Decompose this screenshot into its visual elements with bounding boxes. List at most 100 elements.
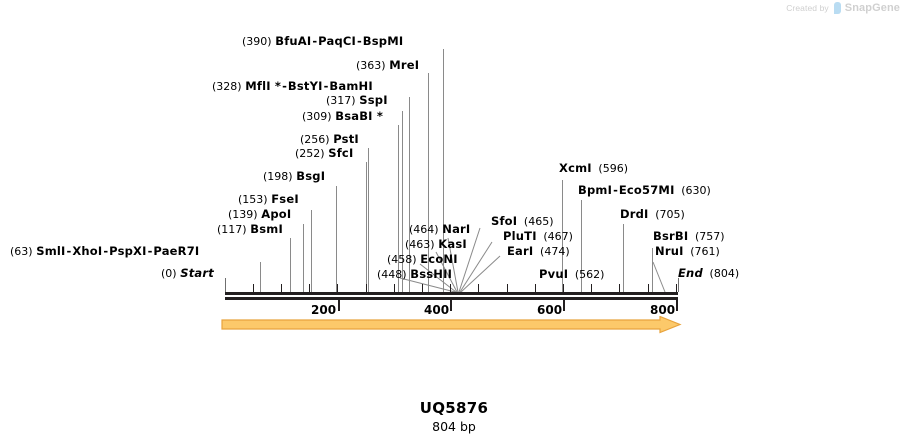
ruler-major-tick-400: [450, 300, 452, 311]
site-label-328[interactable]: (328) MflI *-BstYI-BamHI: [212, 80, 373, 93]
start-text: Start: [180, 266, 214, 280]
ruler-minor-tick: [253, 284, 254, 292]
enzyme-name-nrui: NruI: [655, 244, 684, 258]
ruler-minor-tick: [591, 284, 592, 292]
site-label-309[interactable]: (309) BsaBI *: [302, 110, 383, 123]
site-label-363[interactable]: (363) MreI: [356, 59, 419, 72]
enzyme-name-sfci: SfcI: [328, 146, 354, 160]
enzyme-name-sfoi: SfoI: [491, 214, 518, 228]
site-label-198[interactable]: (198) BsgI: [263, 170, 325, 183]
enzyme-name-bpmi: BpmI: [578, 183, 613, 197]
site-position-458: (458): [387, 253, 417, 266]
site-label-153[interactable]: (153) FseI: [238, 193, 299, 206]
site-label-630[interactable]: BpmI-Eco57MI (630): [578, 184, 711, 197]
leader-line-site-705: [623, 224, 624, 292]
site-label-63[interactable]: (63) SmlI-XhoI-PspXI-PaeR7I: [10, 245, 199, 258]
leader-line-site-198: [336, 186, 337, 292]
site-position-467: (467): [543, 230, 573, 243]
start-label[interactable]: (0) Start: [161, 267, 214, 280]
leader-line-site-252: [366, 162, 367, 292]
site-label-705[interactable]: DrdI (705): [620, 208, 685, 221]
leader-line-site-596: [562, 180, 563, 292]
site-position-198: (198): [263, 170, 293, 183]
end-label[interactable]: End (804): [678, 267, 739, 280]
end-position: (804): [709, 267, 740, 280]
ruler-major-tick-600: [563, 300, 565, 311]
enzyme-name-pluti: PluTI: [503, 229, 537, 243]
site-label-117[interactable]: (117) BsmI: [217, 223, 283, 236]
site-label-562[interactable]: PvuI (562): [539, 268, 604, 281]
site-label-474[interactable]: EarI (474): [507, 245, 570, 258]
site-label-390[interactable]: (390) BfuAI-PaqCI-BspMI: [242, 35, 403, 48]
ruler-major-tick-800: [676, 300, 678, 311]
leader-line-site-153: [311, 210, 312, 292]
site-position-705: (705): [655, 208, 685, 221]
ruler-minor-tick: [337, 284, 338, 292]
leader-line-site-630: [581, 200, 582, 292]
label-separator: -: [66, 244, 72, 258]
site-label-596[interactable]: XcmI (596): [559, 162, 628, 175]
site-label-757[interactable]: BsrBI (757): [653, 230, 725, 243]
leader-line-site-117: [290, 238, 291, 292]
snapgene-watermark: Created by SnapGene: [786, 2, 900, 14]
ruler-minor-tick: [422, 284, 423, 292]
site-position-562: (562): [574, 268, 605, 281]
orf-arrow[interactable]: [218, 316, 688, 334]
label-separator: -: [323, 79, 329, 93]
site-label-448[interactable]: (448) BssHII: [377, 268, 452, 281]
label-separator: -: [357, 34, 362, 48]
label-separator: -: [103, 244, 109, 258]
label-separator: -: [147, 244, 153, 258]
ruler-minor-tick: [394, 284, 395, 292]
enzyme-name-psti: PstI: [333, 132, 359, 146]
site-label-467[interactable]: PluTI (467): [503, 230, 573, 243]
enzyme-name-pspxi: PspXI: [109, 244, 147, 258]
site-label-252[interactable]: (252) SfcI: [295, 147, 353, 160]
site-position-464: (464): [409, 223, 439, 236]
leader-line-site-465: [458, 227, 481, 293]
site-label-458[interactable]: (458) EcoNI: [387, 253, 458, 266]
leader-line-site-363: [428, 73, 429, 292]
ruler-tick-label-800: 800: [650, 303, 676, 317]
leader-line-site-757: [652, 248, 653, 292]
leader-line-site-448: [399, 277, 456, 293]
leader-line-site-256: [368, 148, 369, 292]
site-position-328: (328): [212, 80, 242, 93]
ruler-minor-tick: [507, 284, 508, 292]
site-label-139[interactable]: (139) ApoI: [228, 208, 291, 221]
site-label-464[interactable]: (464) NarI: [409, 223, 470, 236]
sequence-title-block: UQ5876 804 bp: [0, 399, 908, 434]
site-position-463: (463): [405, 238, 435, 251]
enzyme-name-paqci: PaqCI: [318, 34, 357, 48]
site-position-117: (117): [217, 223, 247, 236]
leader-line-site-63: [260, 262, 261, 292]
site-label-256[interactable]: (256) PstI: [300, 133, 359, 146]
leader-line-site-467: [459, 241, 493, 293]
ruler-minor-tick: [563, 284, 564, 292]
leader-line-end: [678, 278, 679, 292]
site-position-363: (363): [356, 59, 386, 72]
enzyme-name-xcmi: XcmI: [559, 161, 592, 175]
ruler-tick-label-200: 200: [311, 303, 337, 317]
site-label-761[interactable]: NruI (761): [655, 245, 720, 258]
site-label-463[interactable]: (463) KasI: [405, 238, 467, 251]
leader-line-site-464: [447, 237, 459, 293]
ruler-tick-label-600: 600: [537, 303, 563, 317]
leader-line-site-474: [460, 255, 501, 293]
ruler-minor-tick: [648, 284, 649, 292]
ruler-minor-tick: [366, 284, 367, 292]
site-position-465: (465): [523, 215, 554, 228]
site-position-630: (630): [681, 184, 711, 197]
sequence-name: UQ5876: [419, 399, 489, 417]
enzyme-name-mrei: MreI: [389, 58, 420, 72]
enzyme-name-bstyi: BstYI: [287, 79, 323, 93]
leader-line-site-309: [398, 125, 399, 292]
leader-line-site-761: [652, 261, 666, 293]
enzyme-name-kasi: KasI: [438, 237, 467, 251]
enzyme-name-paer7i: PaeR7I: [153, 244, 200, 258]
dna-backbone-bottom-strand: [225, 297, 678, 300]
site-label-465[interactable]: SfoI (465): [491, 215, 554, 228]
ruler-minor-tick: [450, 284, 451, 292]
site-label-317[interactable]: (317) SspI: [326, 94, 388, 107]
ruler-minor-tick: [478, 284, 479, 292]
